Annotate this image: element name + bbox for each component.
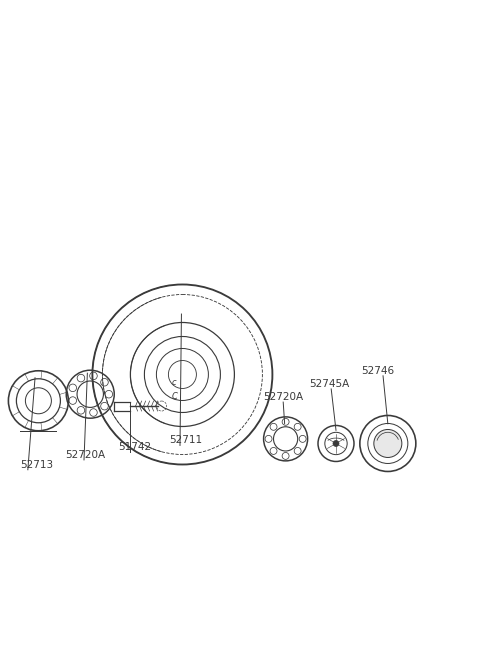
Text: C: C	[171, 392, 177, 401]
Text: 52720A: 52720A	[65, 450, 105, 460]
Text: 52746: 52746	[361, 366, 394, 376]
Text: 52745A: 52745A	[310, 379, 350, 389]
Circle shape	[333, 440, 339, 447]
Text: 52720A: 52720A	[263, 392, 303, 402]
Text: 52711: 52711	[169, 436, 202, 445]
Text: c: c	[172, 378, 177, 387]
Text: 52713: 52713	[20, 460, 53, 470]
Circle shape	[374, 430, 402, 457]
Text: 51742: 51742	[118, 442, 151, 452]
